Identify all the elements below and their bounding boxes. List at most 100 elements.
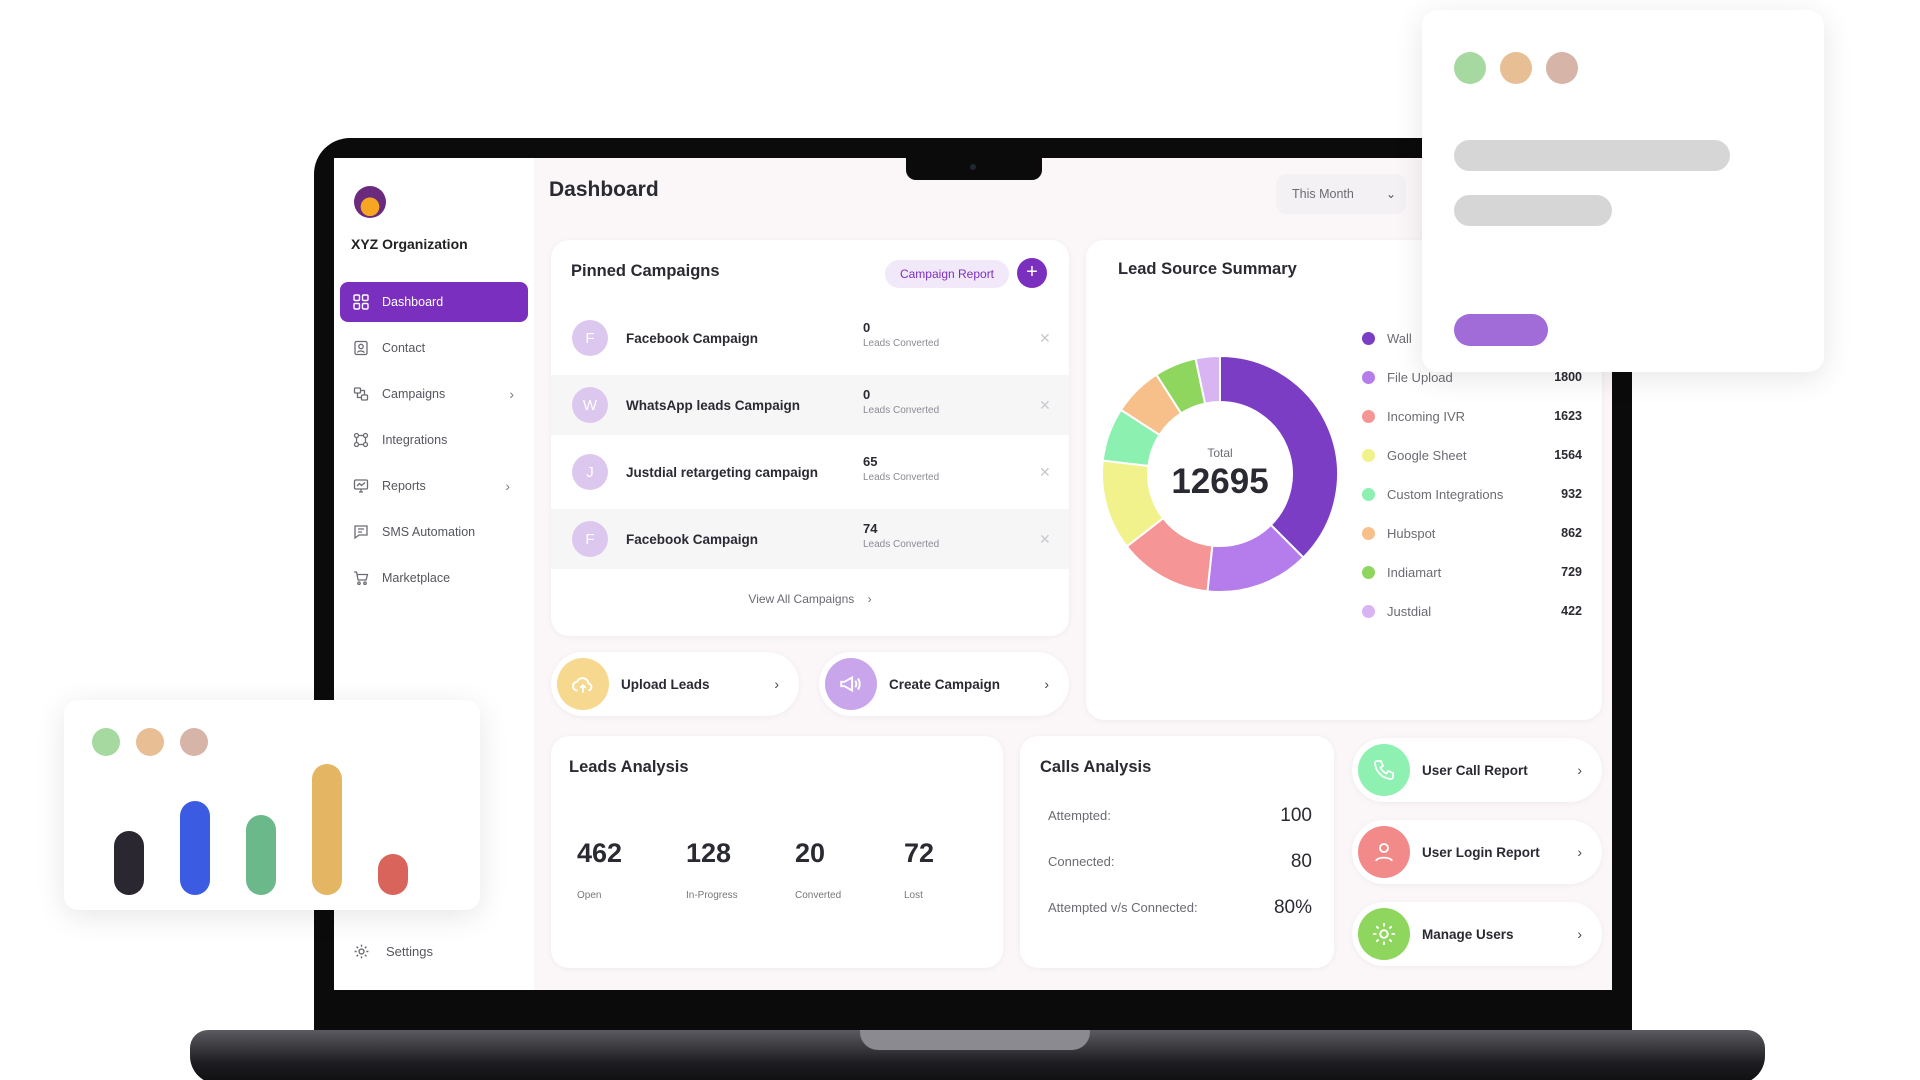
sidebar-item-campaigns[interactable]: Campaigns › bbox=[340, 374, 528, 414]
laptop-hinge bbox=[860, 1030, 1090, 1050]
grid-icon bbox=[352, 293, 370, 311]
chevron-right-icon: › bbox=[1577, 844, 1582, 860]
chevron-right-icon: › bbox=[774, 676, 779, 692]
skeleton-line bbox=[1454, 195, 1612, 226]
integrations-icon bbox=[352, 431, 370, 449]
stat-open[interactable]: 462 Open bbox=[565, 820, 665, 918]
legend-dot bbox=[1362, 487, 1375, 501]
camera-notch bbox=[906, 158, 1042, 180]
legend-label: Google Sheet bbox=[1387, 447, 1467, 463]
campaign-leads-count: 0 bbox=[863, 320, 871, 335]
donut-chart bbox=[1101, 354, 1339, 593]
sidebar-item-dashboard[interactable]: Dashboard bbox=[340, 282, 528, 322]
sidebar-item-settings[interactable]: Settings bbox=[352, 942, 433, 960]
leads-analysis-title: Leads Analysis bbox=[569, 758, 689, 776]
legend-item: Incoming IVR 1623 bbox=[1362, 406, 1582, 426]
legend-label: Custom Integrations bbox=[1387, 486, 1504, 502]
manage-users-label: Manage Users bbox=[1422, 926, 1514, 942]
unpin-close-icon[interactable]: ✕ bbox=[1039, 463, 1051, 480]
decorative-chart-card bbox=[64, 700, 480, 910]
lead-source-title: Lead Source Summary bbox=[1118, 260, 1297, 278]
legend-label: Wall bbox=[1387, 330, 1412, 346]
donut-slice-justdial[interactable] bbox=[1194, 354, 1221, 405]
legend-dot bbox=[1362, 604, 1375, 618]
campaign-name: Facebook Campaign bbox=[626, 531, 759, 547]
decor-bar bbox=[246, 815, 276, 895]
decor-bar bbox=[180, 801, 210, 895]
legend-dot bbox=[1362, 526, 1375, 540]
pinned-campaigns-card: Pinned Campaigns Campaign Report + F Fac… bbox=[551, 240, 1069, 636]
campaign-report-button[interactable]: Campaign Report bbox=[885, 260, 1009, 288]
legend-label: File Upload bbox=[1387, 369, 1453, 385]
create-campaign-label: Create Campaign bbox=[889, 676, 1001, 692]
period-dropdown[interactable]: This Month ⌄ bbox=[1276, 174, 1406, 214]
legend-dot bbox=[1362, 565, 1375, 579]
chevron-right-icon: › bbox=[509, 386, 514, 402]
stat-label: Open bbox=[577, 890, 602, 901]
skeleton-line bbox=[1454, 140, 1730, 171]
legend-value: 1564 bbox=[1554, 448, 1582, 462]
donut-slice-wall[interactable] bbox=[1219, 354, 1339, 559]
legend-dot bbox=[1362, 448, 1375, 462]
decorative-card-top bbox=[1422, 10, 1824, 372]
decor-button bbox=[1454, 314, 1548, 346]
unpin-close-icon[interactable]: ✕ bbox=[1039, 396, 1051, 413]
sidebar-item-contact[interactable]: Contact bbox=[340, 328, 528, 368]
chevron-right-icon: › bbox=[1577, 762, 1582, 778]
add-campaign-button[interactable]: + bbox=[1017, 258, 1047, 288]
stat-lost[interactable]: 72 Lost bbox=[892, 820, 992, 918]
unpin-close-icon[interactable]: ✕ bbox=[1039, 530, 1051, 547]
user-call-report-button[interactable]: User Call Report › bbox=[1352, 738, 1602, 802]
legend-value: 1800 bbox=[1554, 370, 1582, 384]
manage-users-button[interactable]: Manage Users › bbox=[1352, 902, 1602, 966]
view-all-campaigns-link[interactable]: View All Campaigns › bbox=[551, 592, 1069, 606]
upload-leads-button[interactable]: Upload Leads › bbox=[551, 652, 799, 716]
chevron-down-icon: ⌄ bbox=[1385, 187, 1396, 201]
stat-value: 72 bbox=[904, 838, 935, 868]
legend-item: Google Sheet 1564 bbox=[1362, 445, 1582, 465]
legend-item: Custom Integrations 932 bbox=[1362, 484, 1582, 504]
legend-item: Justdial 422 bbox=[1362, 601, 1582, 621]
calls-analysis-card: Calls Analysis Attempted: 100 Connected:… bbox=[1020, 736, 1334, 968]
calls-ratio-row: Attempted v/s Connected: 80% bbox=[1048, 897, 1312, 918]
decor-bar bbox=[312, 764, 342, 895]
legend-label: Hubspot bbox=[1387, 525, 1436, 541]
campaign-row[interactable]: J Justdial retargeting campaign 65 Leads… bbox=[551, 442, 1069, 502]
legend-label: Incoming IVR bbox=[1387, 408, 1466, 424]
decor-dot bbox=[1546, 52, 1578, 84]
unpin-close-icon[interactable]: ✕ bbox=[1039, 329, 1051, 346]
stat-in-progress[interactable]: 128 In-Progress bbox=[674, 820, 774, 918]
call-metric-value: 80% bbox=[1273, 897, 1312, 918]
chevron-right-icon: › bbox=[1044, 676, 1049, 692]
campaign-name: Justdial retargeting campaign bbox=[626, 464, 819, 480]
phone-icon bbox=[1358, 744, 1410, 796]
gear-icon bbox=[352, 942, 370, 960]
decor-dot bbox=[1500, 52, 1532, 84]
donut-total-value: 12695 bbox=[1171, 462, 1269, 501]
stat-label: Converted bbox=[795, 890, 842, 901]
stat-value: 128 bbox=[686, 838, 732, 868]
decor-dot bbox=[180, 728, 208, 756]
create-campaign-button[interactable]: Create Campaign › bbox=[819, 652, 1069, 716]
chevron-right-icon: › bbox=[1577, 926, 1582, 942]
sidebar-item-label: Integrations bbox=[382, 433, 448, 447]
stat-converted[interactable]: 20 Converted bbox=[783, 820, 883, 918]
sidebar-item-integrations[interactable]: Integrations bbox=[340, 420, 528, 460]
sidebar-item-label: Marketplace bbox=[382, 571, 451, 585]
campaign-row[interactable]: F Facebook Campaign 74 Leads Converted ✕ bbox=[551, 509, 1069, 569]
sidebar-item-marketplace[interactable]: Marketplace bbox=[340, 558, 528, 598]
chevron-right-icon: › bbox=[867, 592, 872, 606]
contact-card-icon bbox=[352, 339, 370, 357]
campaign-leads-count: 74 bbox=[863, 521, 878, 536]
call-metric-value: 80 bbox=[1290, 851, 1312, 872]
sidebar-item-reports[interactable]: Reports › bbox=[340, 466, 528, 506]
legend-label: Indiamart bbox=[1387, 564, 1442, 580]
user-login-report-button[interactable]: User Login Report › bbox=[1352, 820, 1602, 884]
stat-label: Lost bbox=[904, 890, 923, 901]
campaign-row[interactable]: W WhatsApp leads Campaign 0 Leads Conver… bbox=[551, 375, 1069, 435]
sidebar-item-label: Dashboard bbox=[382, 295, 444, 309]
sidebar-item-sms-automation[interactable]: SMS Automation bbox=[340, 512, 528, 552]
campaigns-icon bbox=[352, 385, 370, 403]
campaign-row[interactable]: F Facebook Campaign 0 Leads Converted ✕ bbox=[551, 308, 1069, 368]
